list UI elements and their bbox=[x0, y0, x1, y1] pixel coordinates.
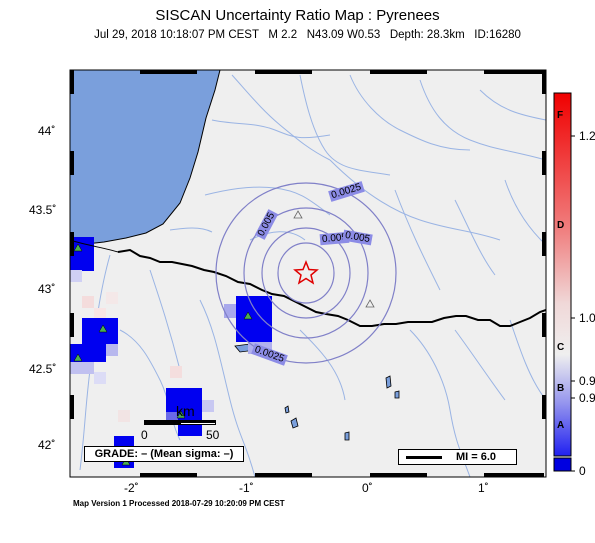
station-triangle-icon bbox=[243, 311, 253, 320]
station-triangle-icon bbox=[176, 410, 186, 419]
station-triangle-icon bbox=[98, 324, 108, 333]
scale-start: 0 bbox=[141, 428, 148, 442]
lon-label: 0˚ bbox=[362, 481, 373, 495]
map-panel[interactable] bbox=[70, 70, 546, 477]
scale-end: 50 bbox=[206, 428, 220, 442]
colorbar-value: 0.9 bbox=[579, 391, 595, 405]
lat-label: 44˚ bbox=[38, 124, 56, 138]
epicenter-star-icon bbox=[293, 259, 319, 285]
lat-label: 42˚ bbox=[38, 438, 56, 452]
mi-legend: MI = 6.0 bbox=[398, 449, 517, 465]
station-triangle-icon bbox=[73, 243, 83, 252]
mi-bar bbox=[406, 456, 442, 459]
colorbar-value: 0 bbox=[579, 464, 586, 478]
station-triangle-icon bbox=[365, 299, 375, 308]
contour-lines bbox=[215, 182, 397, 364]
lon-label: 1˚ bbox=[478, 481, 489, 495]
frame-ticks bbox=[70, 70, 546, 477]
colorbar-value: 0.9 bbox=[579, 374, 595, 388]
lon-label: -1˚ bbox=[239, 481, 254, 495]
station-triangle-icon bbox=[73, 353, 83, 362]
station-triangle-icon bbox=[293, 210, 303, 219]
mi-label: MI = 6.0 bbox=[456, 451, 497, 463]
border-line bbox=[117, 248, 546, 327]
colorbar-letter: B bbox=[557, 383, 565, 394]
colorbar bbox=[553, 92, 575, 472]
colorbar-letter: F bbox=[557, 110, 564, 121]
scale-unit: km bbox=[176, 403, 195, 419]
lat-label: 43.5˚ bbox=[29, 203, 57, 217]
lat-label: 42.5˚ bbox=[29, 362, 57, 376]
colorbar-letter: D bbox=[557, 220, 565, 231]
colorbar-letter: C bbox=[557, 342, 565, 353]
colorbar-value: 1.0 bbox=[579, 311, 595, 325]
scale-bar: km 0 50 bbox=[138, 403, 220, 442]
event-location: N43.09 W0.53 bbox=[306, 29, 381, 41]
lat-label: 43˚ bbox=[38, 282, 56, 296]
event-id: ID:16280 bbox=[474, 29, 521, 41]
event-datetime: Jul 29, 2018 10:18:07 PM CEST bbox=[94, 29, 259, 41]
colorbar-letter: A bbox=[557, 420, 565, 431]
processing-footer: Map Version 1 Processed 2018-07-29 10:20… bbox=[73, 499, 285, 508]
event-magnitude: M 2.2 bbox=[268, 29, 298, 41]
colorbar-value: 1.2 bbox=[579, 129, 595, 143]
grade-box: GRADE: – (Mean sigma: –) bbox=[84, 446, 244, 462]
lon-label: -2˚ bbox=[124, 481, 139, 495]
map-title: SISCAN Uncertainty Ratio Map : Pyrenees bbox=[155, 7, 440, 24]
event-depth: Depth: 28.3km bbox=[389, 29, 465, 41]
map-subtitle: Jul 29, 2018 10:18:07 PM CEST M 2.2 N43.… bbox=[0, 29, 595, 41]
